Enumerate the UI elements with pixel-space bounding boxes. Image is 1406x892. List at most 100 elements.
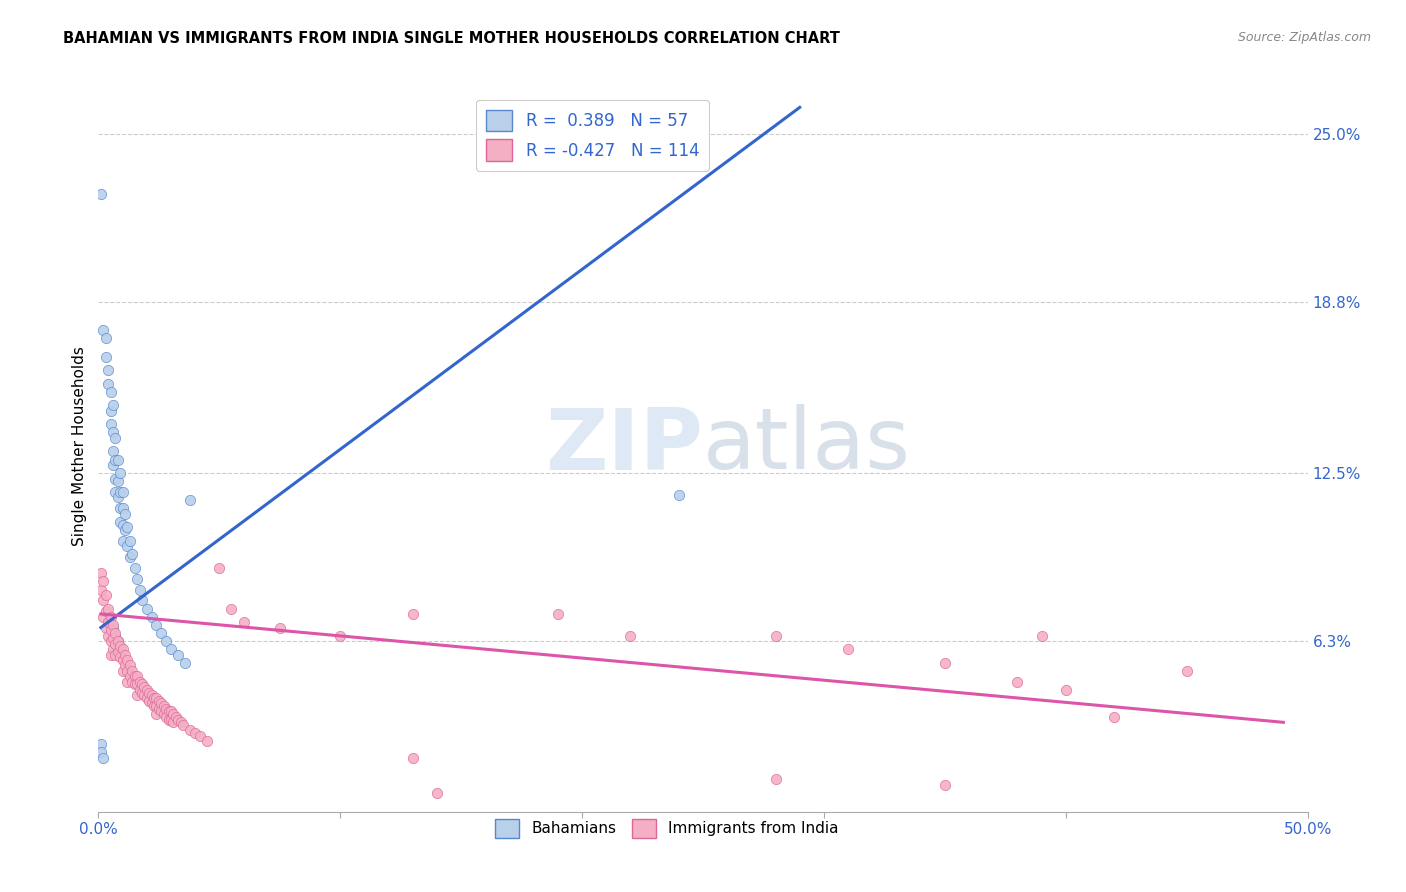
Y-axis label: Single Mother Households: Single Mother Households (72, 346, 87, 546)
Point (121, 674, 143, 689)
Point (118, 669, 141, 683)
Point (100, 648, 122, 662)
Point (155, 710, 177, 724)
Point (135, 690, 157, 705)
Point (143, 699, 166, 714)
Point (97, 629, 120, 643)
Point (765, 772, 787, 787)
Point (547, 607, 569, 621)
Text: Source: ZipAtlas.com: Source: ZipAtlas.com (1237, 31, 1371, 45)
Point (107, 474, 129, 488)
Point (104, 626, 127, 640)
Point (131, 677, 153, 691)
Point (138, 685, 160, 699)
Point (118, 533, 141, 548)
Point (97, 601, 120, 615)
Point (150, 705, 173, 719)
Point (1007, 674, 1029, 689)
Point (145, 707, 167, 722)
Point (1102, 710, 1125, 724)
Point (121, 547, 143, 561)
Point (108, 466, 131, 480)
Point (94, 350, 117, 364)
Point (117, 674, 139, 689)
Point (94, 604, 117, 618)
Point (138, 693, 160, 707)
Point (157, 705, 180, 719)
Point (134, 680, 156, 694)
Point (118, 658, 141, 673)
Point (100, 609, 122, 624)
Point (111, 501, 134, 516)
Point (117, 664, 139, 678)
Point (402, 607, 425, 621)
Point (160, 705, 183, 719)
Point (131, 593, 153, 607)
Point (97, 615, 120, 629)
Point (111, 653, 134, 667)
Point (117, 539, 139, 553)
Point (107, 491, 129, 505)
Point (97, 376, 120, 391)
Point (426, 786, 449, 800)
Point (108, 515, 131, 529)
Point (101, 632, 124, 646)
Point (167, 648, 190, 662)
Point (117, 653, 139, 667)
Point (150, 626, 173, 640)
Point (143, 690, 166, 705)
Point (765, 629, 787, 643)
Point (837, 642, 859, 657)
Point (169, 715, 191, 730)
Point (108, 485, 131, 500)
Point (108, 501, 131, 516)
Point (1054, 682, 1077, 697)
Point (127, 677, 149, 691)
Point (104, 471, 127, 485)
Point (108, 642, 131, 657)
Point (90, 187, 112, 202)
Point (107, 452, 129, 467)
Point (91, 322, 114, 336)
Point (135, 682, 157, 697)
Point (114, 648, 136, 662)
Point (118, 550, 141, 565)
Point (172, 718, 194, 732)
Point (101, 642, 124, 657)
Point (160, 642, 183, 657)
Point (101, 617, 124, 632)
Point (90, 737, 112, 751)
Point (111, 517, 134, 532)
Point (150, 697, 173, 711)
Point (145, 617, 167, 632)
Point (128, 582, 150, 597)
Point (148, 702, 170, 716)
Point (934, 656, 956, 670)
Point (402, 750, 425, 764)
Point (934, 778, 956, 792)
Point (100, 624, 122, 638)
Point (97, 363, 120, 377)
Point (117, 520, 139, 534)
Point (94, 620, 117, 634)
Point (111, 533, 134, 548)
Point (124, 669, 146, 683)
Text: ZIP: ZIP (546, 404, 703, 488)
Point (108, 640, 131, 654)
Point (127, 688, 149, 702)
Point (111, 642, 134, 657)
Point (269, 620, 291, 634)
Point (107, 634, 129, 648)
Point (101, 458, 124, 472)
Point (90, 582, 112, 597)
Point (152, 699, 174, 714)
Point (668, 488, 690, 502)
Point (114, 507, 136, 521)
Point (141, 609, 163, 624)
Point (162, 707, 184, 722)
Point (208, 561, 231, 575)
Point (124, 561, 146, 575)
Point (100, 417, 122, 432)
Point (141, 697, 163, 711)
Point (90, 566, 112, 581)
